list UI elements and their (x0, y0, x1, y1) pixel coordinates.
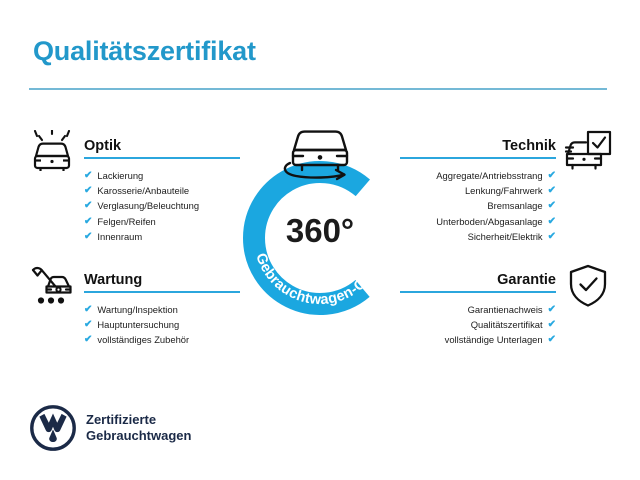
section-header-garantie: Garantie (400, 264, 556, 293)
badge-ring: Gebrauchtwagen-Check (243, 161, 397, 315)
list-item-label: Garantienachweis (467, 304, 543, 315)
list-item-label: Hauptuntersuchung (97, 319, 180, 331)
badge-curved-text: Gebrauchtwagen-Check (252, 251, 387, 309)
list-item-label: Sicherheit/Elektrik (467, 230, 543, 242)
check-icon: ✔ (84, 304, 93, 315)
car-shine-icon (28, 129, 76, 179)
wrench-car-icon (28, 264, 76, 313)
list-item: Aggregate/Antriebsstrang ✔ (400, 168, 556, 183)
list-item: ✔ Lackierung (84, 168, 240, 183)
vw-footer: Zertifizierte Gebrauchtwagen (30, 405, 191, 451)
badge-360-check: Gebrauchtwagen-Check 360° (232, 150, 408, 326)
vw-logo (30, 405, 76, 451)
list-item-label: Unterboden/Abgasanlage (436, 215, 543, 227)
section-optik: Optik ✔ Lackierung ✔ Karosserie/Anbauteile… (28, 129, 240, 244)
list-item-label: Karosserie/Anbauteile (97, 185, 190, 197)
list-item: Lenkung/Fahrwerk ✔ (400, 183, 556, 198)
list-item: ✔ Wartung/Inspektion (84, 302, 240, 317)
section-garantie: Garantie Garantienachweis ✔ Qualitätszert… (400, 264, 612, 348)
list-item: Garantienachweis ✔ (400, 302, 556, 317)
list-item: ✔ Verglasung/Beleuchtung (84, 198, 240, 213)
section-header-optik: Optik (84, 130, 240, 159)
list-item-label: Innenraum (97, 230, 143, 242)
vw-footer-text: Zertifizierte Gebrauchtwagen (86, 412, 191, 444)
list-item-label: Qualitätszertifikat (470, 319, 543, 331)
badge-value: 360° (285, 212, 355, 249)
check-icon: ✔ (547, 319, 556, 331)
list-item-label: Wartung/Inspektion (97, 304, 178, 315)
section-divider-optik (84, 157, 240, 159)
list-item-label: Felgen/Reifen (97, 215, 156, 227)
check-icon: ✔ (547, 170, 556, 181)
list-item: Bremsanlage ✔ (400, 198, 556, 213)
list-item: ✔ Karosserie/Anbauteile (84, 183, 240, 198)
check-icon: ✔ (84, 200, 93, 212)
check-icon: ✔ (547, 304, 556, 315)
checklist-optik: ✔ Lackierung ✔ Karosserie/Anbauteile ✔ Verg… (84, 168, 240, 244)
list-item-label: Lackierung (97, 170, 144, 181)
check-icon: ✔ (547, 230, 556, 242)
check-icon: ✔ (547, 215, 556, 227)
list-item: ✔ Hauptuntersuchung (84, 317, 240, 332)
check-icon: ✔ (547, 334, 556, 346)
list-item: ✔ vollständiges Zubehör (84, 332, 240, 347)
checklist-technik: Aggregate/Antriebsstrang ✔ Lenkung/Fahrwe… (400, 168, 556, 244)
checklist-wartung: ✔ Wartung/Inspektion ✔ Hauptuntersuchung ✔… (84, 302, 240, 348)
car-rotate-icon (283, 130, 349, 181)
list-item: vollständige Unterlagen ✔ (400, 332, 556, 347)
check-icon: ✔ (84, 230, 93, 242)
list-item: ✔ Felgen/Reifen (84, 214, 240, 229)
check-icon: ✔ (84, 185, 93, 197)
section-divider-garantie (400, 291, 556, 293)
section-title-technik: Technik (502, 138, 556, 154)
title-divider (29, 88, 607, 90)
vw-footer-line2: Gebrauchtwagen (86, 428, 192, 443)
section-technik: Technik Aggregate/Antriebsstrang ✔ Lenkun… (400, 130, 612, 244)
list-item-label: Verglasung/Beleuchtung (97, 200, 200, 212)
vw-footer-line1: Zertifizierte (86, 412, 157, 427)
section-title-optik: Optik (84, 138, 122, 154)
check-icon: ✔ (84, 319, 93, 331)
section-divider-wartung (84, 291, 240, 293)
section-wartung: Wartung ✔ Wartung/Inspektion ✔ Hauptunters… (28, 264, 240, 348)
list-item: Qualitätszertifikat ✔ (400, 317, 556, 332)
car-checkbox-icon (564, 130, 612, 179)
section-divider-technik (400, 157, 556, 159)
list-item: Sicherheit/Elektrik ✔ (400, 229, 556, 244)
list-item-label: vollständiges Zubehör (97, 334, 190, 346)
check-icon: ✔ (84, 334, 93, 346)
shield-check-icon (564, 264, 612, 313)
list-item-label: Bremsanlage (487, 200, 543, 212)
checklist-garantie: Garantienachweis ✔ Qualitätszertifikat ✔ v… (400, 302, 556, 348)
check-icon: ✔ (547, 185, 556, 197)
svg-text:Gebrauchtwagen-Check: Gebrauchtwagen-Check (252, 251, 388, 309)
check-icon: ✔ (84, 170, 93, 181)
section-header-technik: Technik (400, 130, 556, 159)
section-title-wartung: Wartung (84, 272, 143, 288)
page-title: Qualitätszertifikat (33, 36, 256, 66)
check-icon: ✔ (84, 215, 93, 227)
list-item-label: vollständige Unterlagen (444, 334, 543, 346)
check-icon: ✔ (547, 200, 556, 212)
list-item-label: Aggregate/Antriebsstrang (436, 170, 543, 181)
section-title-garantie: Garantie (497, 272, 556, 288)
list-item: ✔ Innenraum (84, 229, 240, 244)
section-header-wartung: Wartung (84, 264, 240, 293)
list-item-label: Lenkung/Fahrwerk (464, 185, 543, 197)
list-item: Unterboden/Abgasanlage ✔ (400, 214, 556, 229)
